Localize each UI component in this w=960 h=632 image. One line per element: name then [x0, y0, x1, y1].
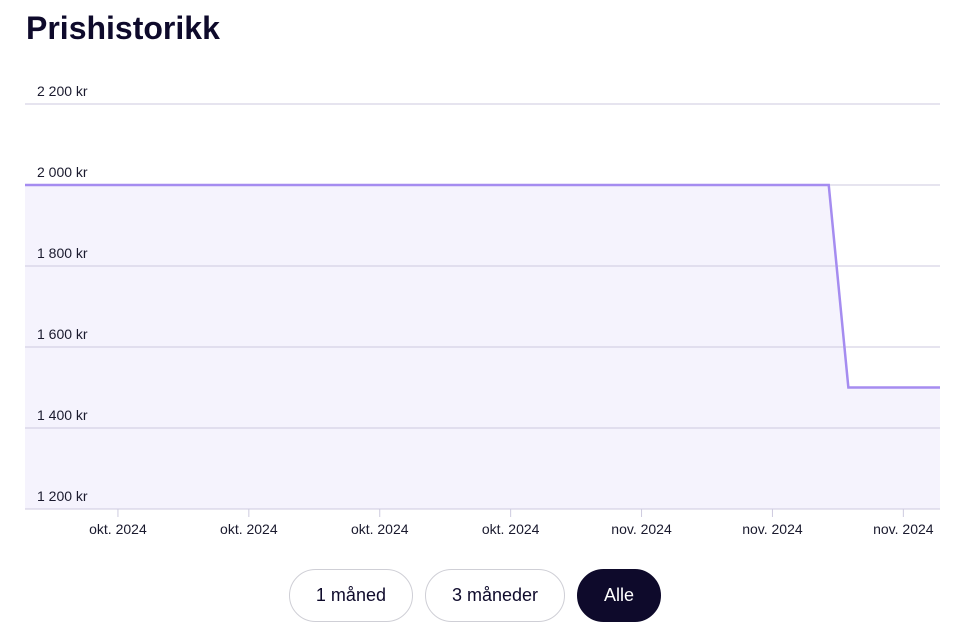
chart: 1 200 kr 1 400 kr 1 600 kr 1 800 kr 2 000 kr…	[25, 83, 940, 537]
range-buttons: 1 måned 3 måneder Alle	[0, 569, 960, 622]
y-tick-label: 1 400 kr	[37, 407, 88, 423]
range-button[interactable]: 3 måneder	[424, 569, 566, 622]
y-tick-label: 1 600 kr	[37, 326, 88, 342]
x-tick-label: okt. 2024	[220, 521, 278, 537]
y-tick-label: 2 200 kr	[37, 83, 88, 99]
title: Prishistorikk	[26, 10, 220, 46]
range-button[interactable]: 1 måned	[288, 569, 413, 622]
x-tick-label: nov. 2024	[611, 521, 672, 537]
y-tick-label: 1 800 kr	[37, 245, 88, 261]
x-tick-label: okt. 2024	[89, 521, 147, 537]
y-tick-label: 1 200 kr	[37, 488, 88, 504]
range-button[interactable]: Alle	[577, 569, 662, 622]
x-tick-label: nov. 2024	[742, 521, 803, 537]
x-tick-label: nov. 2024	[873, 521, 934, 537]
y-tick-label: 2 000 kr	[37, 164, 88, 180]
x-tick-label: okt. 2024	[351, 521, 409, 537]
x-tick-label: okt. 2024	[482, 521, 540, 537]
price-line	[25, 183, 940, 389]
